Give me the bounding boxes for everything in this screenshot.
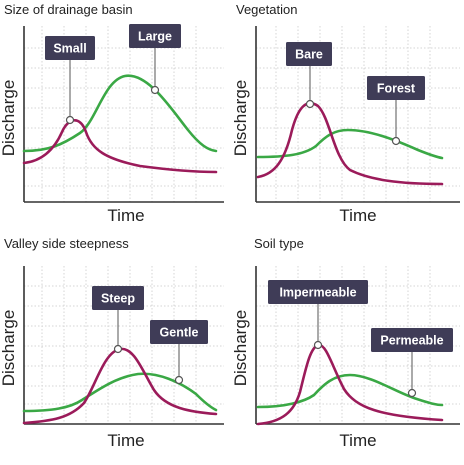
callout-point-marker bbox=[305, 99, 315, 109]
callout-point-marker bbox=[150, 85, 160, 95]
magenta-hydrograph-curve bbox=[22, 119, 218, 174]
callout-label: Steep bbox=[101, 292, 135, 306]
callout-label: Large bbox=[138, 30, 172, 44]
panel-title: Vegetation bbox=[236, 2, 297, 17]
green-hydrograph-curve bbox=[22, 74, 218, 153]
callout-magenta: Steep bbox=[92, 286, 144, 354]
callout-point-marker bbox=[313, 340, 323, 350]
callout-green: Gentle bbox=[150, 320, 208, 385]
callout-label: Bare bbox=[295, 48, 323, 62]
y-axis-label: Discharge bbox=[0, 310, 18, 387]
callout-label: Permeable bbox=[380, 334, 443, 348]
callout-box bbox=[268, 280, 368, 304]
callout-point-marker bbox=[391, 136, 401, 146]
callout-box bbox=[367, 76, 425, 100]
callout-green: Permeable bbox=[371, 328, 453, 398]
green-hydrograph-curve bbox=[22, 372, 218, 413]
callout-box bbox=[129, 24, 181, 48]
callout-box bbox=[45, 36, 95, 60]
panel-title: Valley side steepness bbox=[4, 236, 129, 251]
callout-label: Gentle bbox=[160, 326, 199, 340]
y-axis-label: Discharge bbox=[231, 310, 250, 387]
magenta-hydrograph-curve bbox=[256, 343, 444, 426]
panel-title: Size of drainage basin bbox=[4, 2, 133, 17]
x-axis-label: Time bbox=[339, 431, 376, 450]
callout-box bbox=[150, 320, 208, 344]
callout-box bbox=[92, 286, 144, 310]
callout-label: Forest bbox=[377, 82, 416, 96]
y-axis-label: Discharge bbox=[231, 80, 250, 157]
callout-label: Impermeable bbox=[279, 286, 356, 300]
magenta-hydrograph-curve bbox=[256, 101, 444, 186]
callout-green: Large bbox=[129, 24, 181, 95]
green-hydrograph-curve bbox=[256, 128, 444, 160]
callout-point-marker bbox=[65, 115, 75, 125]
x-axis-label: Time bbox=[339, 206, 376, 225]
hydrograph-panel: Soil type Time Discharge Impermeable Permeab… bbox=[231, 236, 460, 450]
callout-green: Forest bbox=[367, 76, 425, 146]
x-axis-label: Time bbox=[107, 206, 144, 225]
hydrograph-panel: Size of drainage basin Time Discharge Small… bbox=[0, 2, 224, 225]
green-hydrograph-curve bbox=[256, 373, 444, 409]
callout-magenta: Small bbox=[45, 36, 95, 125]
panel-title: Soil type bbox=[254, 236, 304, 251]
callout-box bbox=[371, 328, 453, 352]
hydrograph-panel: Valley side steepness Time Discharge Steep G… bbox=[0, 236, 224, 450]
callout-point-marker bbox=[407, 388, 417, 398]
callout-magenta: Bare bbox=[286, 42, 332, 109]
hydrograph-panel: Vegetation Time Discharge Bare Forest bbox=[231, 2, 460, 225]
callout-point-marker bbox=[113, 344, 123, 354]
y-axis-label: Discharge bbox=[0, 80, 18, 157]
callout-magenta: Impermeable bbox=[268, 280, 368, 350]
callout-box bbox=[286, 42, 332, 66]
callout-label: Small bbox=[53, 42, 86, 56]
x-axis-label: Time bbox=[107, 431, 144, 450]
callout-point-marker bbox=[174, 375, 184, 385]
